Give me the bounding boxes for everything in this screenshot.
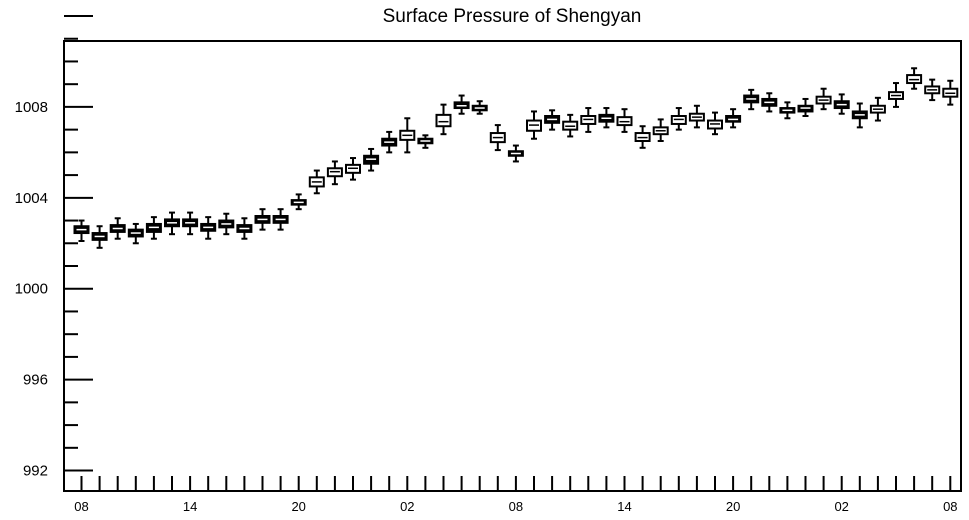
box-plot: [109, 217, 126, 240]
box-plot: [254, 208, 271, 231]
box-plot: [634, 125, 651, 149]
box-plot: [218, 212, 235, 236]
box-plot: [562, 113, 579, 138]
x-tick-label: 20: [726, 499, 740, 514]
box-plot: [652, 118, 669, 142]
y-tick-label: 1004: [15, 190, 48, 207]
y-tick-label: 992: [23, 463, 48, 480]
box-plot: [182, 211, 199, 236]
box-plot: [869, 96, 886, 122]
box-plot: [272, 208, 289, 231]
x-tick-label: 08: [509, 499, 523, 514]
chart-title: Surface Pressure of Shengyan: [383, 6, 642, 27]
box-plot: [779, 101, 796, 120]
box-plot: [797, 97, 814, 117]
box-plot: [91, 225, 108, 249]
box-plot: [326, 160, 343, 186]
box-plot: [399, 117, 416, 154]
box-plot: [236, 217, 253, 240]
box-plot: [381, 130, 398, 154]
x-axis: 08 14 20 02 08 14 20 02 08: [74, 476, 958, 514]
y-tick-label: 996: [23, 372, 48, 389]
box-plot: [942, 79, 959, 106]
box-plot: [145, 216, 162, 240]
box-body: [435, 113, 452, 128]
box-plot: [127, 222, 144, 245]
y-tick-label: 1008: [15, 99, 48, 116]
box-plot: [761, 92, 778, 113]
box-plot: [544, 109, 561, 131]
x-tick-label: 14: [183, 499, 197, 514]
box-plot: [417, 134, 434, 149]
box-plot: [707, 111, 723, 136]
box-plot: [688, 104, 705, 129]
box-plot: [363, 147, 380, 172]
box-plot: [164, 211, 180, 236]
box-plot: [670, 107, 687, 131]
box-plot: [290, 193, 307, 211]
box-plot: [526, 110, 542, 140]
x-tick-label: 20: [291, 499, 305, 514]
y-tick-label: 1000: [15, 281, 48, 298]
box-plot: [616, 108, 633, 133]
box-plot: [308, 169, 325, 195]
box-plot: [833, 93, 850, 115]
x-tick-label: 02: [400, 499, 414, 514]
box-plot: [924, 78, 941, 102]
box-plot: [435, 103, 452, 136]
box-plot: [489, 124, 506, 152]
x-tick-label: 02: [834, 499, 848, 514]
box-plot: [888, 82, 904, 108]
x-tick-label: 14: [617, 499, 631, 514]
box-series: [73, 67, 959, 249]
box-plot: [598, 107, 615, 129]
box-plot: [906, 67, 923, 90]
box-plot: [200, 216, 217, 240]
box-plot: [851, 102, 868, 129]
box-plot: [725, 108, 742, 129]
box-plot: [471, 100, 488, 115]
y-axis: 992 996 1000 1004 1008: [15, 15, 93, 480]
box-plot: [507, 144, 524, 163]
box-plot: [345, 157, 361, 181]
box-plot: [580, 107, 597, 133]
box-plot: [453, 94, 470, 115]
x-tick-label: 08: [943, 499, 957, 514]
box-plot: [815, 87, 832, 111]
x-tick-label: 08: [74, 499, 88, 514]
box-plot: [73, 219, 90, 242]
box-plot: [743, 88, 760, 111]
